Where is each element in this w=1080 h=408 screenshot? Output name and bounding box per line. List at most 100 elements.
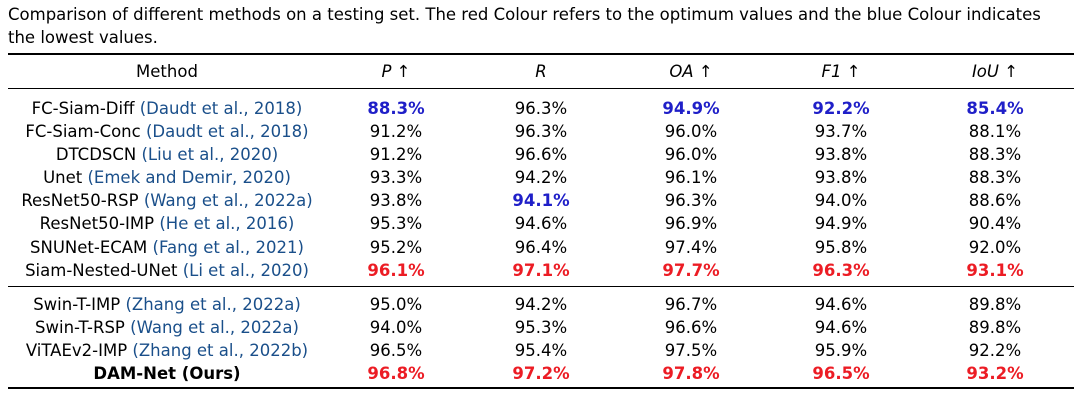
method-name: DTCDSCN — [55, 144, 137, 164]
header-oa: OA ↑ — [669, 61, 713, 81]
p-cell: 95.0% — [369, 294, 423, 314]
oa-cell: 96.9% — [664, 214, 718, 234]
f1-cell: 95.9% — [814, 340, 868, 360]
iou-cell: 88.3% — [968, 167, 1022, 187]
oa-cell: 96.3% — [664, 191, 718, 211]
p-cell: 95.2% — [369, 237, 423, 257]
iou-cell: 88.1% — [968, 121, 1022, 141]
oa-cell: 96.6% — [664, 317, 718, 337]
f1-cell: 96.3% — [812, 260, 870, 280]
table-row: DAM-Net (Ours) 96.8% 97.2% 97.8% 96.5% 9… — [8, 362, 1074, 388]
f1-cell: 93.7% — [814, 121, 868, 141]
f1-cell: 93.8% — [814, 144, 868, 164]
citation-link[interactable]: (Liu et al., 2020) — [141, 144, 279, 164]
p-cell: 95.3% — [369, 214, 423, 234]
oa-cell: 96.0% — [664, 121, 718, 141]
header-iou: IoU ↑ — [971, 61, 1019, 81]
table-row: ResNet50-RSP (Wang et al., 2022a) 93.8% … — [8, 189, 1074, 212]
p-cell: 96.1% — [367, 260, 425, 280]
oa-cell: 94.9% — [662, 98, 720, 118]
iou-cell: 92.0% — [968, 237, 1022, 257]
oa-cell: 97.7% — [662, 260, 720, 280]
f1-cell: 94.9% — [814, 214, 868, 234]
table-row: FC-Siam-Conc (Daudt et al., 2018) 91.2% … — [8, 120, 1074, 143]
iou-cell: 92.2% — [968, 340, 1022, 360]
f1-cell: 94.6% — [814, 294, 868, 314]
citation-link[interactable]: (Wang et al., 2022a) — [130, 317, 299, 337]
method-cell: ResNet50-IMP (He et al., 2016) — [8, 212, 326, 235]
r-cell: 96.6% — [514, 144, 568, 164]
oa-cell: 96.0% — [664, 144, 718, 164]
method-name: ViTAEv2-IMP — [25, 340, 128, 360]
citation-link[interactable]: (He et al., 2016) — [159, 214, 295, 234]
header-f1: F1 ↑ — [821, 61, 861, 81]
table-row: SNUNet-ECAM (Fang et al., 2021) 95.2% 96… — [8, 235, 1074, 258]
p-cell: 96.5% — [369, 340, 423, 360]
p-cell: 96.8% — [367, 364, 425, 383]
r-cell: 96.4% — [514, 237, 568, 257]
citation-link[interactable]: (Wang et al., 2022a) — [143, 191, 313, 211]
r-cell: 94.1% — [512, 191, 570, 211]
iou-cell: 89.8% — [968, 317, 1022, 337]
method-name: ResNet50-RSP — [21, 191, 139, 211]
f1-cell: 94.0% — [814, 191, 868, 211]
method-name: DAM-Net (Ours) — [93, 364, 241, 383]
citation-link[interactable]: (Li et al., 2020) — [182, 260, 309, 280]
oa-cell: 97.4% — [664, 237, 718, 257]
table-row: ViTAEv2-IMP (Zhang et al., 2022b) 96.5% … — [8, 339, 1074, 362]
table-row: ResNet50-IMP (He et al., 2016) 95.3% 94.… — [8, 212, 1074, 235]
citation-link[interactable]: (Emek and Demir, 2020) — [87, 167, 291, 187]
f1-cell: 96.5% — [812, 364, 870, 383]
method-cell: Swin-T-IMP (Zhang et al., 2022a) — [8, 286, 326, 316]
citation-link[interactable]: (Daudt et al., 2018) — [145, 121, 309, 141]
r-cell: 96.3% — [514, 98, 568, 118]
oa-cell: 97.8% — [662, 364, 720, 383]
method-cell: FC-Siam-Diff (Daudt et al., 2018) — [8, 88, 326, 120]
header-row: Method P ↑ R OA ↑ F1 ↑ IoU ↑ — [8, 54, 1074, 88]
p-cell: 94.0% — [369, 317, 423, 337]
transformer-methods-group: Swin-T-IMP (Zhang et al., 2022a) 95.0% 9… — [8, 286, 1074, 388]
citation-link[interactable]: (Zhang et al., 2022a) — [125, 294, 301, 314]
citation-link[interactable]: (Fang et al., 2021) — [152, 237, 304, 257]
method-cell: FC-Siam-Conc (Daudt et al., 2018) — [8, 120, 326, 143]
iou-cell: 88.3% — [968, 144, 1022, 164]
method-cell: DAM-Net (Ours) — [8, 362, 326, 388]
citation-link[interactable]: (Zhang et al., 2022b) — [132, 340, 309, 360]
method-cell: ResNet50-RSP (Wang et al., 2022a) — [8, 189, 326, 212]
p-cell: 91.2% — [369, 121, 423, 141]
r-cell: 95.3% — [514, 317, 568, 337]
table-row: Siam-Nested-UNet (Li et al., 2020) 96.1%… — [8, 259, 1074, 287]
p-cell: 91.2% — [369, 144, 423, 164]
cnn-methods-group: FC-Siam-Diff (Daudt et al., 2018) 88.3% … — [8, 88, 1074, 287]
method-name: ResNet50-IMP — [39, 214, 155, 234]
method-cell: Siam-Nested-UNet (Li et al., 2020) — [8, 259, 326, 287]
method-cell: Unet (Emek and Demir, 2020) — [8, 166, 326, 189]
iou-cell: 85.4% — [966, 98, 1024, 118]
iou-cell: 88.6% — [968, 191, 1022, 211]
r-cell: 94.2% — [514, 167, 568, 187]
table-caption: Comparison of different methods on a tes… — [8, 5, 1041, 47]
method-cell: Swin-T-RSP (Wang et al., 2022a) — [8, 316, 326, 339]
comparison-table: Method P ↑ R OA ↑ F1 ↑ IoU ↑ FC-Siam-Dif… — [8, 53, 1074, 389]
table-row: Swin-T-RSP (Wang et al., 2022a) 94.0% 95… — [8, 316, 1074, 339]
method-cell: SNUNet-ECAM (Fang et al., 2021) — [8, 235, 326, 258]
r-cell: 96.3% — [514, 121, 568, 141]
iou-cell: 93.1% — [966, 260, 1024, 280]
f1-cell: 92.2% — [812, 98, 870, 118]
r-cell: 95.4% — [514, 340, 568, 360]
header-r: R — [535, 61, 547, 81]
f1-cell: 93.8% — [814, 167, 868, 187]
p-cell: 93.3% — [369, 167, 423, 187]
citation-link[interactable]: (Daudt et al., 2018) — [139, 98, 303, 118]
method-name: Swin-T-IMP — [33, 294, 121, 314]
r-cell: 94.2% — [514, 294, 568, 314]
method-name: FC-Siam-Conc — [25, 121, 141, 141]
method-name: Unet — [43, 167, 83, 187]
oa-cell: 96.7% — [664, 294, 718, 314]
iou-cell: 93.2% — [966, 364, 1024, 383]
table-row: FC-Siam-Diff (Daudt et al., 2018) 88.3% … — [8, 88, 1074, 120]
r-cell: 97.2% — [512, 364, 570, 383]
iou-cell: 90.4% — [968, 214, 1022, 234]
r-cell: 97.1% — [512, 260, 570, 280]
r-cell: 94.6% — [514, 214, 568, 234]
